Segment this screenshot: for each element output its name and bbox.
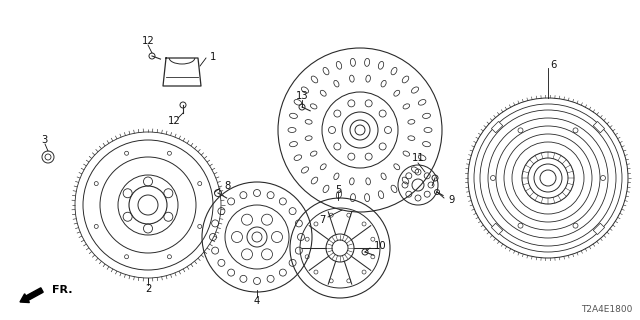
Text: 13: 13 — [296, 91, 308, 101]
Text: 1: 1 — [210, 52, 216, 62]
Text: 4: 4 — [254, 296, 260, 306]
Text: 6: 6 — [550, 60, 556, 70]
Bar — [593, 223, 605, 235]
Bar — [492, 121, 503, 133]
Text: 11: 11 — [412, 153, 424, 163]
Text: 12: 12 — [141, 36, 154, 46]
Text: 3: 3 — [41, 135, 47, 145]
Text: 2: 2 — [145, 284, 151, 294]
Text: 5: 5 — [335, 185, 341, 195]
FancyArrow shape — [20, 288, 43, 302]
Text: 10: 10 — [374, 241, 387, 251]
Text: 7: 7 — [319, 215, 325, 225]
Text: FR.: FR. — [52, 285, 72, 295]
Text: 12: 12 — [168, 116, 180, 126]
Text: T2A4E1800: T2A4E1800 — [580, 305, 632, 314]
Text: 9: 9 — [448, 195, 454, 205]
Text: 8: 8 — [224, 181, 230, 191]
Bar — [593, 121, 605, 133]
Bar — [492, 223, 503, 235]
